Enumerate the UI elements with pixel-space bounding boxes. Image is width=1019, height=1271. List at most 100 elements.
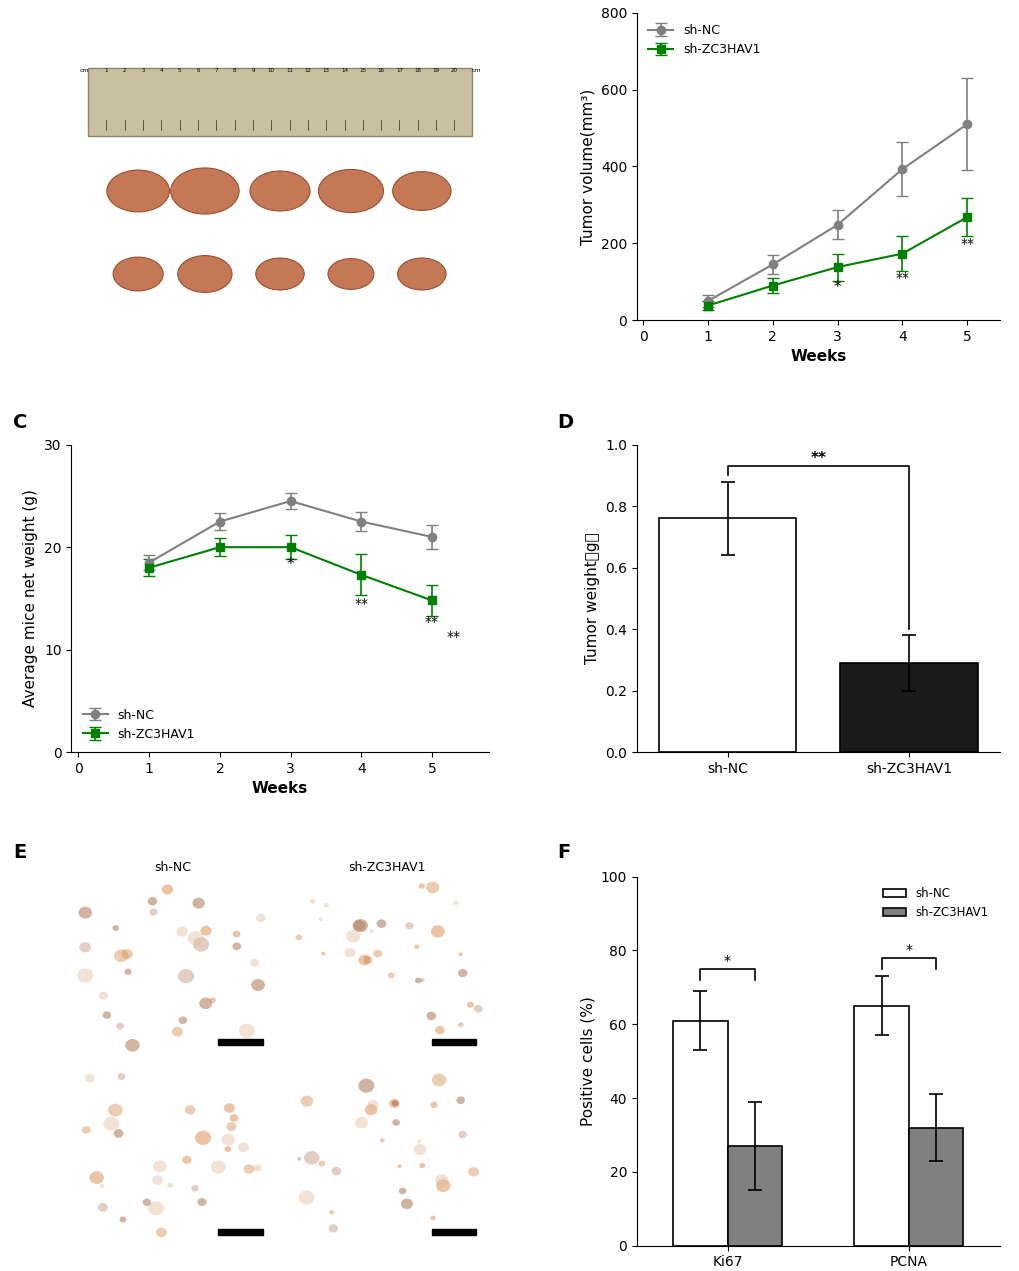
Circle shape xyxy=(310,899,315,904)
Text: 3: 3 xyxy=(142,69,145,72)
Circle shape xyxy=(430,1215,435,1220)
Bar xyxy=(431,1038,476,1045)
Circle shape xyxy=(148,1201,164,1215)
Circle shape xyxy=(474,1005,482,1013)
Circle shape xyxy=(86,1074,95,1083)
Circle shape xyxy=(199,998,212,1009)
Circle shape xyxy=(467,1002,474,1008)
Circle shape xyxy=(90,1171,104,1185)
Text: 8: 8 xyxy=(232,69,236,72)
Circle shape xyxy=(251,979,265,991)
Circle shape xyxy=(392,1120,399,1126)
Text: 16: 16 xyxy=(377,69,384,72)
Circle shape xyxy=(414,944,419,949)
Circle shape xyxy=(114,949,128,962)
Circle shape xyxy=(116,1023,124,1030)
Text: sh-NC: sh-NC xyxy=(492,174,502,207)
Text: 10: 10 xyxy=(268,69,274,72)
Ellipse shape xyxy=(170,168,238,214)
Circle shape xyxy=(426,1012,436,1021)
Circle shape xyxy=(431,1074,446,1087)
Circle shape xyxy=(331,1167,341,1176)
Ellipse shape xyxy=(397,258,445,290)
Y-axis label: Tumor weight（g）: Tumor weight（g） xyxy=(584,533,599,665)
Ellipse shape xyxy=(113,257,163,291)
Text: 20: 20 xyxy=(450,69,458,72)
Text: 17: 17 xyxy=(395,69,403,72)
Text: 11: 11 xyxy=(285,69,292,72)
Legend: sh-NC, sh-ZC3HAV1: sh-NC, sh-ZC3HAV1 xyxy=(77,704,200,746)
Circle shape xyxy=(373,949,382,957)
Circle shape xyxy=(148,897,157,905)
Circle shape xyxy=(195,1131,211,1145)
Circle shape xyxy=(198,1199,207,1206)
Circle shape xyxy=(436,1179,450,1192)
Circle shape xyxy=(318,918,323,921)
Text: cm: cm xyxy=(79,69,90,72)
Circle shape xyxy=(455,1097,465,1104)
Circle shape xyxy=(430,1102,437,1108)
Circle shape xyxy=(112,925,119,932)
Bar xyxy=(431,1229,476,1235)
Circle shape xyxy=(353,919,368,932)
Text: *: * xyxy=(833,280,841,295)
Circle shape xyxy=(232,930,240,938)
Circle shape xyxy=(124,969,131,975)
Circle shape xyxy=(426,882,439,894)
Circle shape xyxy=(125,1038,140,1051)
Text: **: ** xyxy=(809,451,825,466)
Circle shape xyxy=(397,1164,401,1168)
Circle shape xyxy=(184,1106,196,1115)
Y-axis label: Average mice net weight (g): Average mice net weight (g) xyxy=(23,489,39,708)
Circle shape xyxy=(143,1199,151,1206)
Circle shape xyxy=(221,1134,234,1145)
Circle shape xyxy=(387,972,394,979)
Text: D: D xyxy=(556,413,573,432)
Circle shape xyxy=(304,1152,319,1164)
Circle shape xyxy=(405,923,414,929)
Circle shape xyxy=(113,1129,123,1138)
Bar xyxy=(840,663,977,752)
Legend: sh-NC, sh-ZC3HAV1: sh-NC, sh-ZC3HAV1 xyxy=(642,19,765,61)
Bar xyxy=(218,1038,263,1045)
Circle shape xyxy=(226,1122,236,1131)
Text: A: A xyxy=(63,0,78,4)
Legend: sh-NC, sh-ZC3HAV1: sh-NC, sh-ZC3HAV1 xyxy=(877,882,993,924)
Circle shape xyxy=(100,1185,104,1188)
Text: *: * xyxy=(286,557,294,572)
Text: 12: 12 xyxy=(304,69,311,72)
Text: 4: 4 xyxy=(159,69,163,72)
Circle shape xyxy=(388,1099,399,1108)
Circle shape xyxy=(210,998,216,1003)
Circle shape xyxy=(296,934,302,941)
Circle shape xyxy=(321,952,325,956)
Bar xyxy=(908,1127,962,1246)
Circle shape xyxy=(391,1101,398,1106)
Circle shape xyxy=(400,1199,413,1209)
Circle shape xyxy=(244,1164,254,1173)
X-axis label: Weeks: Weeks xyxy=(252,782,308,797)
Text: 2: 2 xyxy=(123,69,126,72)
Circle shape xyxy=(192,1185,199,1191)
Bar xyxy=(218,1229,263,1235)
Circle shape xyxy=(177,969,194,984)
Circle shape xyxy=(77,969,93,982)
Circle shape xyxy=(419,1163,425,1168)
Circle shape xyxy=(367,1099,378,1110)
Circle shape xyxy=(121,949,132,958)
Text: *: * xyxy=(905,943,912,957)
Ellipse shape xyxy=(392,172,450,211)
Circle shape xyxy=(297,1157,301,1160)
Text: **: ** xyxy=(895,272,909,286)
Text: 19: 19 xyxy=(432,69,439,72)
Circle shape xyxy=(79,942,91,952)
Circle shape xyxy=(435,1026,444,1035)
Circle shape xyxy=(99,991,108,999)
Text: F: F xyxy=(556,843,570,862)
Text: 6: 6 xyxy=(196,69,200,72)
Text: cm: cm xyxy=(472,69,481,72)
Text: **: ** xyxy=(446,630,460,644)
Ellipse shape xyxy=(177,255,231,292)
Circle shape xyxy=(149,909,158,915)
Circle shape xyxy=(459,952,463,956)
